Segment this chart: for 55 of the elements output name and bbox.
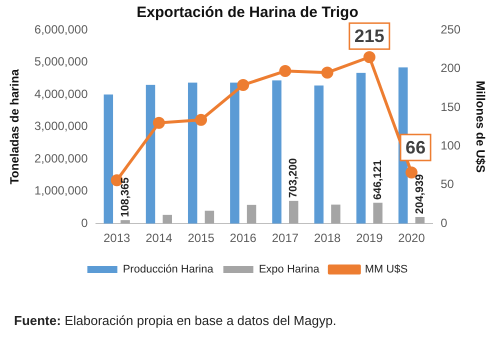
bar [289,200,298,224]
bar [230,82,240,224]
source-note: Fuente: Elaboración propia en base a datos del Magyp. [14,313,336,328]
bar [272,80,282,224]
y-tick-label: 0 [81,216,88,230]
y2-tick-label: 0 [440,216,448,230]
legend-label: MM U$S [364,264,408,276]
bar [104,94,114,224]
bar [246,204,256,224]
y-tick-label: 4,000,000 [34,86,88,101]
y2-tick-label: 200 [440,61,461,76]
x-tick-label: 2018 [314,231,341,246]
bar [373,202,382,224]
point [152,116,165,129]
y2-tick-label: 250 [440,22,461,36]
x-tick-label: 2020 [398,231,426,246]
bar [188,82,198,224]
x-tick-label: 2015 [188,231,215,246]
y2-tick-label: 100 [440,138,461,152]
y-axis-title: Toneladas de harina [8,68,22,184]
point [363,51,376,64]
bar [356,72,366,224]
data-label: 215 [354,26,384,46]
x-tick-label: 2017 [272,231,299,246]
data-label: 646,121 [372,160,384,200]
chart-title: Exportación de Harina de Trigo [136,4,358,22]
bar [120,220,130,224]
legend-label: Producción Harina [122,264,214,276]
point [195,114,208,126]
data-label: 66 [406,137,426,158]
x-tick-label: 2013 [103,231,131,246]
point [237,78,250,91]
y-tick-label: 3,000,000 [34,119,88,134]
data-label: 703,200 [288,158,300,198]
bar [415,216,425,224]
point [279,65,292,78]
bar [204,210,214,224]
legend-label: Expo Harina [258,264,320,276]
y-tick-label: 1,000,000 [34,184,88,198]
bar [331,204,340,224]
y2-axis-title: Millones de U$S [473,80,488,173]
y-tick-label: 6,000,000 [34,22,88,36]
bar [314,86,324,224]
x-tick-label: 2014 [146,231,173,246]
bar [146,84,156,224]
bar [162,214,172,224]
x-tick-label: 2019 [356,231,384,246]
data-label: 108,365 [119,177,132,218]
point [321,66,334,79]
y-tick-label: 2,000,000 [34,151,88,166]
data-label: 204,939 [414,174,426,214]
y2-tick-label: 150 [440,100,461,114]
x-tick-label: 2016 [230,231,257,246]
y-tick-label: 5,000,000 [34,54,88,69]
y2-tick-label: 50 [440,177,454,192]
